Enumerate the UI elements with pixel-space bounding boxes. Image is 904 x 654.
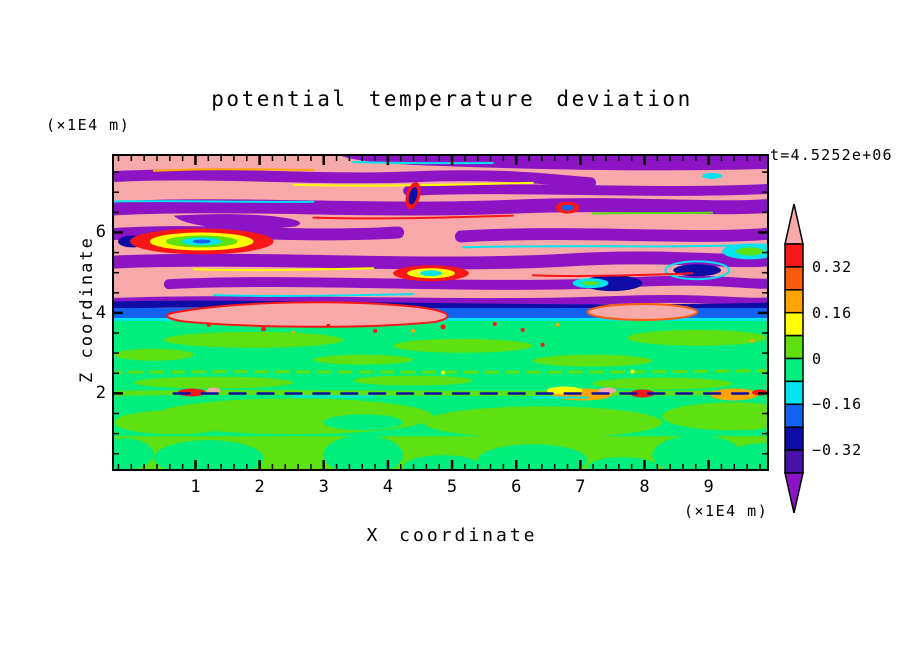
colorbar-boundary-label: 0.16 [812, 303, 853, 322]
colorbar-boundary-label: 0 [812, 349, 823, 368]
x-axis-unit-label: (×1E4 m) [684, 502, 769, 520]
x-tick-label: 6 [511, 477, 522, 497]
colorbar [784, 203, 804, 514]
contour-field [114, 156, 767, 469]
x-tick-label: 4 [382, 477, 394, 497]
axis-ticks [114, 156, 767, 469]
plot-area [112, 154, 769, 471]
plot-title: potential temperature deviation [211, 87, 693, 111]
time-annotation: t=4.5252e+06 [770, 146, 893, 164]
x-tick-label: 3 [318, 477, 329, 497]
contour-field-container [114, 156, 767, 469]
z-tick-label: 6 [95, 222, 106, 243]
z-tick-label: 4 [95, 302, 106, 323]
mixing-knot [129, 228, 274, 255]
x-axis-title: X coordinate [366, 525, 538, 546]
colorbar-boundary-label: 0.32 [812, 257, 853, 276]
x-tick-label: 1 [190, 477, 201, 497]
colorbar-boundary-label: −0.16 [812, 395, 863, 414]
colorbar-boundary-label: −0.32 [812, 441, 863, 460]
x-tick-label: 8 [639, 477, 650, 497]
x-tick-label: 9 [703, 477, 714, 497]
x-tick-label: 7 [575, 477, 586, 497]
x-tick-label: 5 [446, 477, 458, 497]
z-tick-label: 2 [95, 383, 106, 404]
z-axis-unit-label: (×1E4 m) [46, 116, 131, 134]
x-tick-label: 2 [254, 477, 265, 497]
